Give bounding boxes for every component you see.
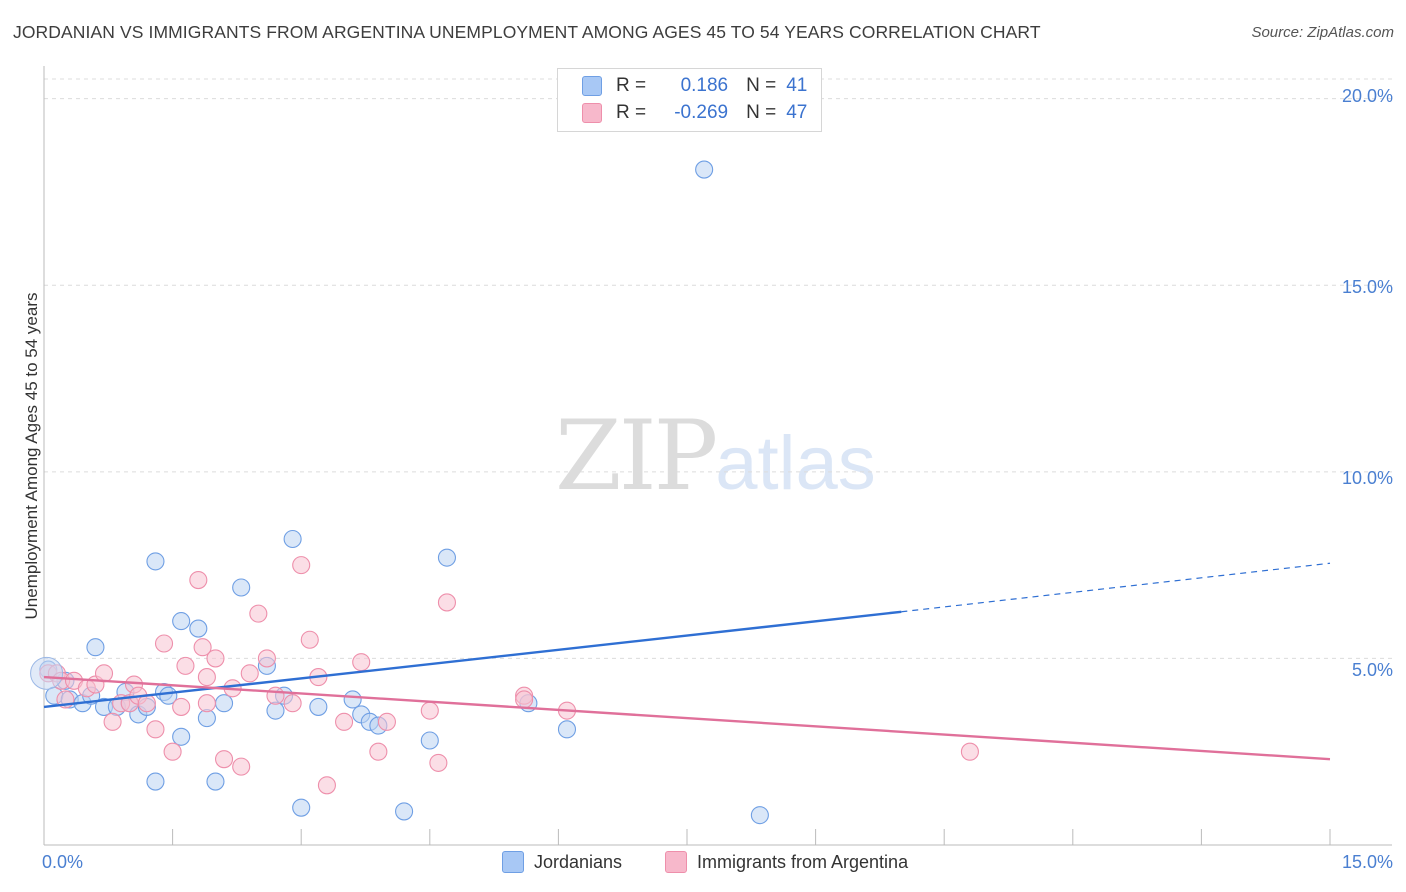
data-point xyxy=(94,664,114,683)
data-point xyxy=(172,612,191,631)
data-point xyxy=(960,742,979,761)
data-point xyxy=(750,806,769,825)
data-point xyxy=(266,686,285,705)
legend-r-label: R = xyxy=(616,102,647,123)
data-point xyxy=(695,160,714,179)
data-point xyxy=(352,653,371,672)
data-point xyxy=(103,712,122,731)
y-tick-label-5: 5.0% xyxy=(1351,660,1393,680)
bottom-legend-swatch-jordanians xyxy=(502,851,524,873)
trend-line-argentina xyxy=(43,675,1331,761)
y-tick-label-10: 10.0% xyxy=(1341,468,1393,488)
gridlines xyxy=(44,78,1392,659)
data-point xyxy=(232,757,251,776)
data-point xyxy=(257,649,276,668)
data-point xyxy=(317,776,336,795)
watermark-zip: ZIP xyxy=(555,400,718,512)
data-point xyxy=(189,619,208,638)
watermark-atlas: atlas xyxy=(715,421,876,506)
data-point xyxy=(146,552,165,571)
axes xyxy=(43,66,1392,846)
series-argentina xyxy=(39,556,979,795)
data-point xyxy=(557,720,577,739)
data-point xyxy=(249,604,268,623)
data-point xyxy=(163,742,182,761)
data-point xyxy=(214,694,234,713)
data-point xyxy=(172,697,191,716)
correlation-legend: R = 0.186 N = 41 R = -0.269 N = 47 xyxy=(557,68,822,132)
data-point xyxy=(292,556,311,575)
data-point-large xyxy=(30,656,64,690)
chart-title: JORDANIAN VS IMMIGRANTS FROM ARGENTINA U… xyxy=(13,22,1041,42)
legend-n-value: 47 xyxy=(786,102,808,123)
data-point xyxy=(309,697,328,716)
data-point xyxy=(197,668,216,687)
legend-row-jordanians: R = 0.186 N = 41 xyxy=(582,73,807,99)
data-point xyxy=(369,742,388,761)
watermark: ZIPatlas xyxy=(555,400,876,512)
legend-r-label: R = xyxy=(616,75,647,96)
data-point xyxy=(146,772,165,791)
data-point xyxy=(189,570,208,590)
data-point xyxy=(420,701,439,720)
legend-r-value: 0.186 xyxy=(680,75,729,96)
data-point xyxy=(176,656,195,675)
data-point xyxy=(515,690,534,709)
data-point xyxy=(86,638,105,657)
y-tick-label-15: 15.0% xyxy=(1341,277,1393,297)
data-point xyxy=(206,772,225,791)
data-point xyxy=(146,720,165,739)
data-point xyxy=(172,727,191,746)
data-point xyxy=(420,731,439,750)
y-tick-label-20: 20.0% xyxy=(1341,86,1393,106)
data-point xyxy=(283,694,302,713)
data-point xyxy=(343,690,362,709)
data-point xyxy=(395,802,414,821)
trend-lines xyxy=(43,562,1331,761)
data-point xyxy=(206,649,225,668)
data-point xyxy=(240,664,259,683)
data-point xyxy=(197,694,216,713)
legend-row-argentina: R = -0.269 N = 47 xyxy=(582,100,807,126)
legend-swatch-jordanians xyxy=(582,76,602,96)
x-tick-label-0: 0.0% xyxy=(42,852,84,872)
data-point xyxy=(283,529,302,549)
bottom-legend-label-argentina: Immigrants from Argentina xyxy=(697,851,909,872)
legend-n-label: N = xyxy=(746,75,777,96)
bottom-legend-swatch-argentina xyxy=(665,851,687,873)
data-point xyxy=(154,634,174,653)
x-tick-label-15: 15.0% xyxy=(1341,852,1393,872)
source-credit: Source: ZipAtlas.com xyxy=(1251,24,1394,41)
legend-n-label: N = xyxy=(746,102,777,123)
legend-swatch-argentina xyxy=(582,103,602,123)
data-points xyxy=(30,160,979,825)
bottom-legend-label-jordanians: Jordanians xyxy=(534,851,623,872)
data-point xyxy=(429,753,448,772)
data-point xyxy=(437,548,456,567)
data-point xyxy=(437,593,456,612)
data-point xyxy=(377,712,396,731)
data-point xyxy=(214,750,234,769)
bottom-legend-jordanians: Jordanians xyxy=(502,851,622,873)
trend-line-jordanians xyxy=(43,610,902,709)
y-axis-label: Unemployment Among Ages 45 to 54 years xyxy=(22,292,41,620)
data-point xyxy=(232,578,251,597)
legend-r-value: -0.269 xyxy=(674,102,729,123)
data-point xyxy=(292,798,311,817)
data-point xyxy=(193,638,212,657)
data-point xyxy=(300,630,319,649)
data-point xyxy=(335,712,354,731)
bottom-legend-argentina: Immigrants from Argentina xyxy=(665,851,908,873)
trend-line-jordanians-extrapolated xyxy=(901,562,1331,613)
legend-n-value: 41 xyxy=(786,75,808,96)
